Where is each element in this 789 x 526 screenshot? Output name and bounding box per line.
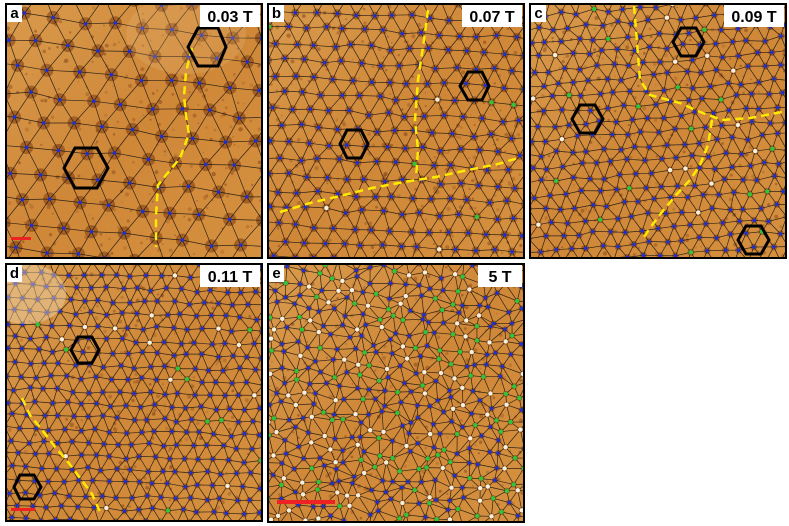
field-label-box — [200, 265, 260, 287]
hexagon-marker — [570, 103, 605, 135]
panel-letter: c — [534, 5, 542, 22]
field-label: 0.07 T — [469, 9, 515, 26]
hexagon-marker — [186, 26, 228, 68]
panel-letter: a — [10, 5, 19, 22]
grain-boundary-line — [279, 156, 519, 214]
panel-e: e 5 T — [267, 263, 525, 523]
scale-bar — [11, 237, 31, 240]
panel-letter-box — [269, 265, 284, 282]
hexagon-marker — [62, 146, 110, 190]
panel-letter-box — [531, 5, 546, 22]
hexagon-marker — [736, 224, 771, 256]
panel-letter-box — [7, 5, 22, 22]
panel-b: b 0.07 T — [267, 3, 525, 259]
scale-bar — [277, 500, 335, 504]
grain-boundary-line — [154, 47, 194, 247]
field-label-box — [462, 5, 522, 27]
panel-letter-box — [7, 265, 22, 282]
panel-e-image — [268, 264, 524, 522]
hexagon-marker — [458, 70, 491, 102]
grain-boundary-line — [20, 397, 102, 513]
field-label: 0.03 T — [207, 9, 253, 26]
field-label: 0.09 T — [731, 9, 777, 26]
grain-boundary-line — [413, 9, 430, 179]
field-label: 0.11 T — [208, 269, 253, 286]
field-label: 5 T — [488, 269, 511, 286]
panel-c: c 0.09 T — [529, 3, 787, 259]
panel-b-image — [268, 4, 524, 258]
panel-a: a 0.03 T — [5, 3, 263, 259]
grain-boundary-line — [632, 5, 783, 122]
field-label-box — [478, 265, 522, 287]
panel-a-image — [6, 4, 262, 258]
panel-letter: d — [10, 265, 19, 282]
hexagon-marker — [69, 335, 101, 365]
hexagon-marker — [12, 473, 43, 501]
panel-d: d 0.11 T — [5, 263, 263, 522]
panel-letter-box — [269, 5, 284, 22]
panel-letter: e — [272, 265, 280, 282]
hexagon-marker — [671, 26, 706, 58]
field-label-box — [724, 5, 784, 27]
scale-bar — [11, 508, 35, 511]
hexagon-marker — [338, 128, 370, 160]
field-label-box — [200, 5, 260, 27]
grain-boundary-line — [640, 119, 714, 241]
panel-letter: b — [272, 5, 281, 22]
